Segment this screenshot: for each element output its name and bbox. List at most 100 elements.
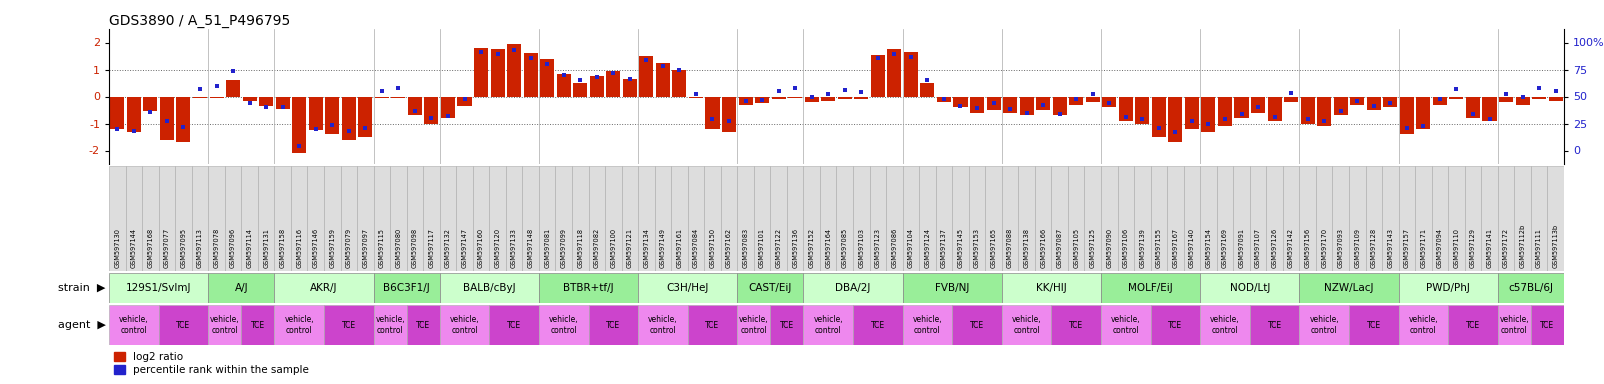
- Point: [319, 121, 345, 127]
- Text: GSM597134: GSM597134: [643, 228, 650, 268]
- Text: TCE: TCE: [1466, 321, 1480, 329]
- Text: GSM597143: GSM597143: [1387, 228, 1394, 268]
- Text: GSM597166: GSM597166: [1039, 228, 1046, 268]
- Bar: [1267, 96, 1282, 121]
- Bar: [1432, 96, 1447, 104]
- Point: [980, 100, 1006, 106]
- Bar: [1383, 96, 1397, 107]
- Bar: [324, 305, 374, 345]
- Point: [1278, 90, 1304, 96]
- Text: c57BL/6J: c57BL/6J: [1508, 283, 1553, 293]
- Bar: [258, 166, 274, 271]
- Text: GSM597083: GSM597083: [743, 228, 749, 268]
- Text: TCE: TCE: [1540, 321, 1554, 329]
- Text: GSM597113: GSM597113: [197, 228, 204, 268]
- Bar: [871, 55, 885, 96]
- Bar: [555, 166, 573, 271]
- Bar: [160, 96, 173, 140]
- Bar: [738, 166, 754, 271]
- Text: GSM597128: GSM597128: [1371, 228, 1376, 268]
- Bar: [638, 273, 738, 303]
- Point: [1460, 111, 1485, 117]
- Bar: [109, 273, 209, 303]
- Bar: [770, 305, 804, 345]
- Point: [1245, 104, 1270, 110]
- Bar: [804, 166, 820, 271]
- Bar: [127, 96, 141, 132]
- Bar: [903, 166, 919, 271]
- Text: GSM597171: GSM597171: [1421, 228, 1426, 268]
- Bar: [855, 96, 868, 99]
- Bar: [475, 48, 488, 96]
- Text: GSM597170: GSM597170: [1322, 228, 1327, 268]
- Text: GSM597156: GSM597156: [1304, 228, 1310, 268]
- Bar: [1530, 166, 1548, 271]
- Bar: [1333, 166, 1349, 271]
- Point: [930, 96, 956, 102]
- Bar: [704, 166, 720, 271]
- Text: vehicle,
control: vehicle, control: [449, 315, 480, 335]
- Text: GSM597168: GSM597168: [148, 228, 154, 268]
- Bar: [1150, 166, 1168, 271]
- Bar: [770, 166, 788, 271]
- Bar: [439, 166, 456, 271]
- Text: GSM597077: GSM597077: [164, 228, 170, 268]
- Text: CAST/EiJ: CAST/EiJ: [749, 283, 792, 293]
- Bar: [523, 166, 539, 271]
- Text: GSM597144: GSM597144: [132, 228, 136, 268]
- Bar: [606, 71, 621, 96]
- Bar: [374, 273, 439, 303]
- Text: TCE: TCE: [780, 321, 794, 329]
- Bar: [690, 96, 703, 98]
- Bar: [670, 166, 688, 271]
- Point: [832, 87, 858, 93]
- Text: GSM597097: GSM597097: [363, 228, 369, 268]
- Point: [1145, 125, 1171, 131]
- Bar: [788, 96, 802, 98]
- Point: [484, 51, 510, 58]
- Point: [419, 115, 444, 121]
- Bar: [654, 166, 670, 271]
- Text: GSM597087: GSM597087: [1057, 228, 1063, 268]
- Bar: [969, 166, 985, 271]
- Bar: [1349, 305, 1399, 345]
- Text: GSM597079: GSM597079: [346, 228, 351, 268]
- Bar: [1498, 273, 1564, 303]
- Point: [1229, 111, 1254, 117]
- Bar: [1200, 166, 1217, 271]
- Text: GSM597125: GSM597125: [1089, 228, 1096, 268]
- Point: [898, 53, 924, 60]
- Bar: [1301, 96, 1315, 124]
- Bar: [274, 305, 324, 345]
- Point: [385, 85, 411, 91]
- Text: TCE: TCE: [507, 321, 521, 329]
- Text: TCE: TCE: [415, 321, 430, 329]
- Text: GSM597099: GSM597099: [561, 228, 566, 268]
- Bar: [953, 96, 967, 107]
- Bar: [1150, 305, 1200, 345]
- Bar: [1201, 96, 1216, 132]
- Point: [667, 66, 693, 73]
- Bar: [589, 166, 605, 271]
- Bar: [1051, 305, 1100, 345]
- Bar: [919, 166, 935, 271]
- Bar: [539, 166, 555, 271]
- Text: vehicle,
control: vehicle, control: [913, 315, 942, 335]
- Text: GSM597164: GSM597164: [824, 228, 831, 268]
- Bar: [407, 305, 439, 345]
- Bar: [1152, 96, 1166, 137]
- Bar: [209, 166, 225, 271]
- Point: [765, 88, 791, 94]
- Bar: [1002, 273, 1100, 303]
- Bar: [342, 96, 356, 140]
- Bar: [375, 96, 388, 98]
- Bar: [507, 44, 521, 96]
- Bar: [1532, 96, 1546, 99]
- Bar: [1548, 166, 1564, 271]
- Bar: [1299, 305, 1349, 345]
- Text: GSM597109: GSM597109: [1354, 228, 1360, 268]
- Bar: [159, 166, 175, 271]
- Text: GSM597081: GSM597081: [544, 228, 550, 268]
- Text: GSM597131: GSM597131: [263, 228, 269, 268]
- Text: vehicle,
control: vehicle, control: [1112, 315, 1140, 335]
